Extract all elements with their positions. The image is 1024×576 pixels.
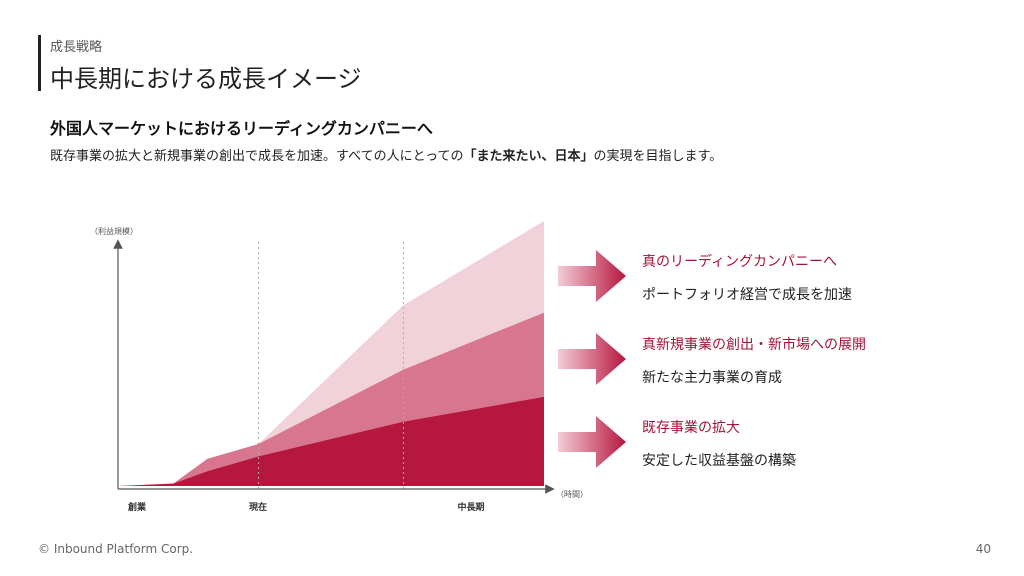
area-new-business <box>118 312 544 486</box>
tier-title: 既存事業の拡大 <box>642 420 740 436</box>
header-accent-bar <box>38 35 41 91</box>
arrow-right-icon <box>558 333 626 385</box>
tier-new-business: 真新規事業の創出・新市場への展開 新たな主力事業の育成 <box>642 334 866 387</box>
tier-title: 真新規事業の創出・新市場への展開 <box>642 337 866 353</box>
x-axis-label: （時間） <box>556 490 588 499</box>
description-text-end: の実現を目指します。 <box>593 149 723 164</box>
area-existing-business <box>118 396 544 486</box>
tier-leading-company: 真のリーディングカンパニーへ ポートフォリオ経営で成長を加速 <box>642 251 852 304</box>
description-text: 既存事業の拡大と新規事業の創出で成長を加速。すべての人にとっての <box>50 149 464 164</box>
tier-subtitle: 安定した収益基盤の構築 <box>642 453 796 469</box>
x-tick-label: 現在 <box>249 501 267 513</box>
arrow-right-icon <box>558 416 626 468</box>
page-number: 40 <box>975 542 991 556</box>
y-axis-label: （利益規模） <box>90 226 138 236</box>
page-title: 中長期における成長イメージ <box>50 65 362 93</box>
arrow-right-icon <box>558 250 626 302</box>
x-tick-label: 中長期 <box>457 501 484 513</box>
footer-copyright: © Inbound Platform Corp. <box>38 542 194 556</box>
x-tick-label: 創業 <box>127 501 147 513</box>
tier-existing-business: 既存事業の拡大 安定した収益基盤の構築 <box>642 417 796 470</box>
section-label: 成長戦略 <box>50 40 103 55</box>
description-emphasis: 「また来たい、日本」 <box>463 149 594 164</box>
tier-subtitle: 新たな主力事業の育成 <box>642 370 782 386</box>
description: 既存事業の拡大と新規事業の創出で成長を加速。すべての人にとっての「また来たい、日… <box>50 145 722 164</box>
tier-subtitle: ポートフォリオ経営で成長を加速 <box>642 287 852 303</box>
area-leading-company <box>118 221 544 486</box>
tier-title: 真のリーディングカンパニーへ <box>642 254 838 270</box>
headline: 外国人マーケットにおけるリーディングカンパニーへ <box>50 119 433 138</box>
